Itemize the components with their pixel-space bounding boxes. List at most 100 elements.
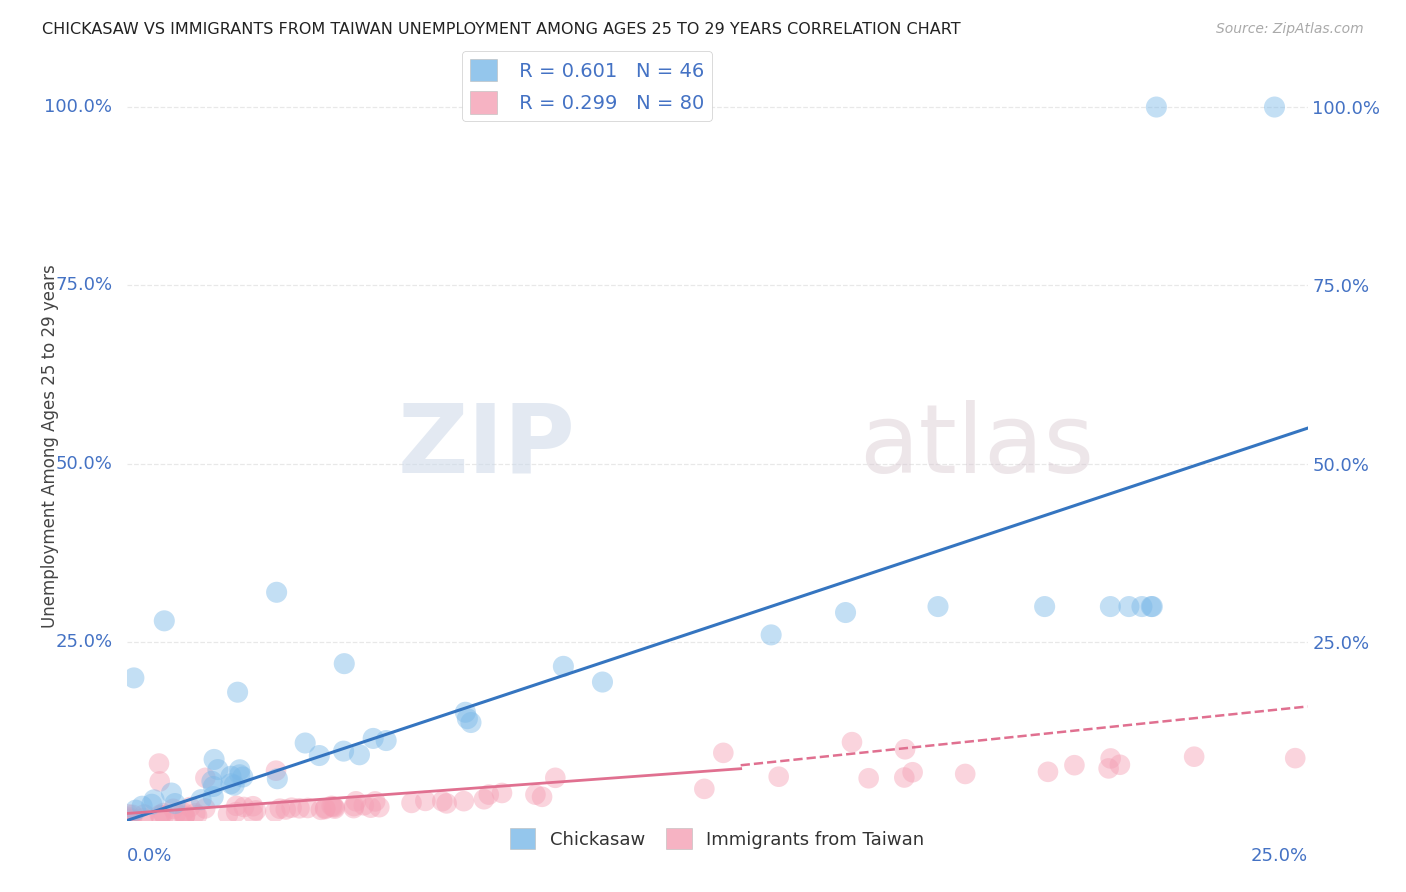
- Point: [297, 801, 319, 815]
- Point: [415, 794, 437, 808]
- Point: [242, 806, 264, 821]
- Point: [1099, 599, 1122, 614]
- Point: [322, 799, 344, 814]
- Point: [149, 808, 172, 822]
- Point: [121, 812, 143, 826]
- Point: [1063, 758, 1085, 772]
- Point: [308, 748, 330, 763]
- Point: [148, 756, 170, 771]
- Point: [179, 800, 201, 814]
- Point: [229, 763, 252, 777]
- Point: [333, 657, 356, 671]
- Point: [264, 805, 287, 819]
- Point: [194, 771, 217, 785]
- Point: [841, 735, 863, 749]
- Point: [232, 770, 254, 784]
- Point: [174, 808, 197, 822]
- Point: [274, 802, 297, 816]
- Point: [165, 806, 187, 821]
- Point: [460, 715, 482, 730]
- Point: [592, 675, 614, 690]
- Point: [217, 807, 239, 822]
- Point: [163, 797, 186, 811]
- Point: [375, 733, 398, 747]
- Point: [202, 780, 225, 794]
- Point: [364, 794, 387, 808]
- Point: [361, 731, 384, 746]
- Text: Unemployment Among Ages 25 to 29 years: Unemployment Among Ages 25 to 29 years: [41, 264, 59, 628]
- Point: [288, 801, 311, 815]
- Point: [118, 812, 141, 826]
- Point: [264, 764, 287, 778]
- Point: [1284, 751, 1306, 765]
- Point: [323, 802, 346, 816]
- Point: [894, 742, 917, 756]
- Point: [266, 585, 288, 599]
- Text: 75.0%: 75.0%: [55, 277, 112, 294]
- Point: [314, 802, 336, 816]
- Text: 0.0%: 0.0%: [127, 847, 172, 865]
- Point: [153, 614, 176, 628]
- Legend: Chickasaw, Immigrants from Taiwan: Chickasaw, Immigrants from Taiwan: [502, 822, 932, 856]
- Point: [893, 771, 915, 785]
- Point: [349, 747, 371, 762]
- Text: 50.0%: 50.0%: [55, 455, 112, 473]
- Point: [343, 799, 366, 814]
- Point: [224, 778, 246, 792]
- Text: 100.0%: 100.0%: [45, 98, 112, 116]
- Point: [343, 801, 366, 815]
- Point: [173, 809, 195, 823]
- Point: [202, 789, 225, 804]
- Point: [124, 803, 146, 817]
- Point: [491, 786, 513, 800]
- Point: [173, 810, 195, 824]
- Point: [194, 801, 217, 815]
- Point: [225, 798, 247, 813]
- Point: [118, 812, 141, 826]
- Point: [368, 800, 391, 814]
- Point: [1033, 599, 1056, 614]
- Point: [1036, 764, 1059, 779]
- Text: atlas: atlas: [859, 400, 1094, 492]
- Point: [160, 786, 183, 800]
- Point: [219, 769, 242, 783]
- Point: [226, 685, 249, 699]
- Point: [229, 768, 252, 782]
- Text: CHICKASAW VS IMMIGRANTS FROM TAIWAN UNEMPLOYMENT AMONG AGES 25 TO 29 YEARS CORRE: CHICKASAW VS IMMIGRANTS FROM TAIWAN UNEM…: [42, 22, 960, 37]
- Point: [314, 801, 336, 815]
- Point: [202, 752, 225, 766]
- Point: [360, 800, 382, 814]
- Point: [1182, 749, 1205, 764]
- Point: [118, 810, 141, 824]
- Point: [149, 808, 172, 822]
- Point: [1144, 100, 1167, 114]
- Point: [232, 800, 254, 814]
- Point: [1142, 599, 1164, 614]
- Point: [269, 802, 291, 816]
- Point: [143, 793, 166, 807]
- Point: [122, 671, 145, 685]
- Point: [927, 599, 949, 614]
- Point: [524, 788, 547, 802]
- Point: [1109, 757, 1132, 772]
- Point: [953, 767, 976, 781]
- Point: [162, 802, 184, 816]
- Point: [456, 712, 478, 726]
- Point: [266, 772, 288, 786]
- Point: [280, 800, 302, 814]
- Point: [242, 799, 264, 814]
- Point: [759, 628, 782, 642]
- Point: [184, 806, 207, 821]
- Point: [132, 811, 155, 825]
- Point: [454, 705, 477, 719]
- Point: [453, 794, 475, 808]
- Point: [1263, 100, 1285, 114]
- Point: [432, 794, 454, 808]
- Text: Source: ZipAtlas.com: Source: ZipAtlas.com: [1216, 22, 1364, 37]
- Point: [294, 736, 316, 750]
- Point: [1099, 751, 1122, 765]
- Point: [1097, 761, 1119, 775]
- Point: [323, 800, 346, 814]
- Point: [1130, 599, 1153, 614]
- Point: [478, 788, 501, 802]
